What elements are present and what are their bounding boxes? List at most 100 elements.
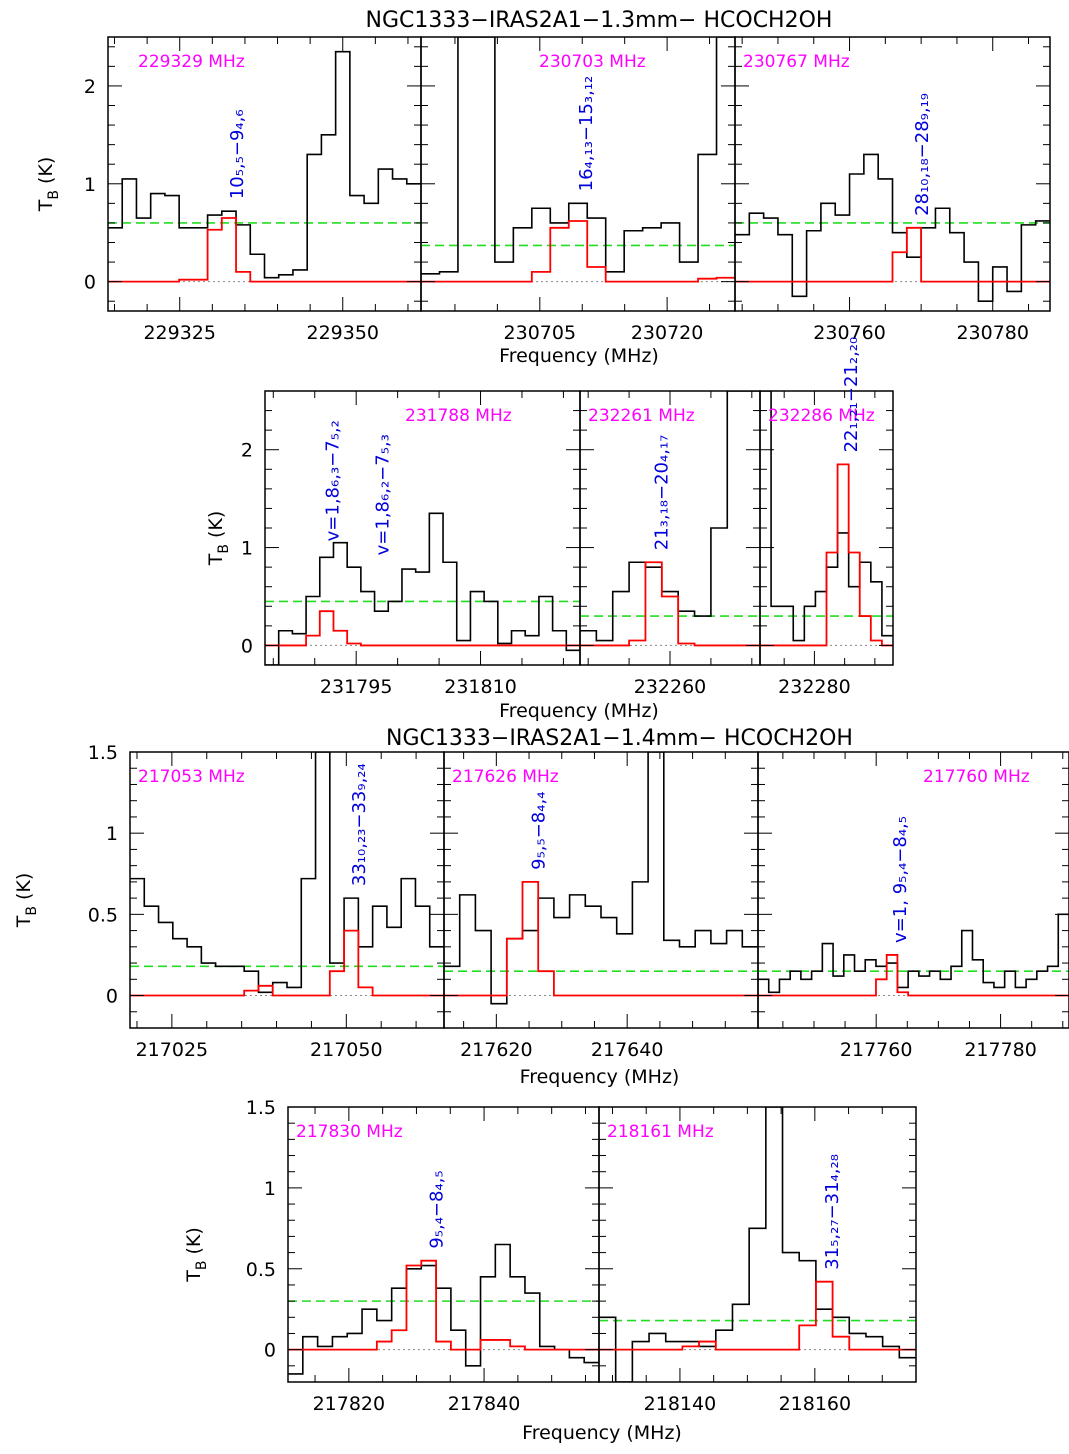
model-spectrum xyxy=(130,929,444,997)
observed-spectrum xyxy=(444,752,758,1005)
panel-4-1: 217820 217840 217830 MHz 9₅,₄−8₄,₅ xyxy=(287,1106,600,1415)
x-tick-label: 217840 xyxy=(448,1393,521,1415)
chart-title: NGC1333−IRAS2A1−1.3mm− HCOCH2OH xyxy=(366,8,833,33)
panel-plot-area xyxy=(130,752,444,997)
observed-spectrum xyxy=(265,512,580,665)
observed-spectrum xyxy=(421,37,735,275)
transition-label: v=1, 9₅,₄−8₄,₅ xyxy=(890,816,911,943)
y-tick-label: 2 xyxy=(241,440,253,462)
observed-spectrum xyxy=(108,50,421,279)
frequency-label: 231788 MHz xyxy=(405,406,512,426)
x-tick-label: 217760 xyxy=(840,1039,913,1061)
x-tick-label: 230705 xyxy=(504,322,577,344)
y-axis-label: TB (K) xyxy=(183,1227,210,1283)
y-tick-label: 1.5 xyxy=(246,1097,276,1119)
model-spectrum xyxy=(288,1259,599,1351)
panel-frame xyxy=(757,751,1069,1029)
panel-frame xyxy=(734,36,1051,312)
panel-plot-area xyxy=(735,153,1050,303)
x-tick-label: 218140 xyxy=(644,1393,717,1415)
panel-frame xyxy=(264,390,581,666)
frequency-label: 229329 MHz xyxy=(138,52,245,72)
x-tick-label: 230720 xyxy=(631,322,704,344)
frequency-label: 218161 MHz xyxy=(607,1122,714,1142)
x-tick-label: 217050 xyxy=(310,1039,383,1061)
transition-label: 10₅,₅−9₄,₆ xyxy=(227,109,248,199)
panel-plot-area xyxy=(599,1107,916,1382)
frequency-label: 230767 MHz xyxy=(743,52,850,72)
frequency-label: 217053 MHz xyxy=(138,767,245,787)
x-tick-label: 230780 xyxy=(956,322,1029,344)
frequency-label: 217830 MHz xyxy=(296,1122,403,1142)
x-tick-label: 218160 xyxy=(779,1393,852,1415)
y-axis-label: TB (K) xyxy=(205,511,232,567)
model-spectrum xyxy=(758,954,1069,997)
model-spectrum xyxy=(599,1280,916,1351)
x-axis-label: Frequency (MHz) xyxy=(522,1422,682,1444)
panel-1-2: 230705 230720 230703 MHz 16₄,₁₃−15₃,₁₂ xyxy=(420,36,736,344)
transition-label: 9₅,₅−8₄,₄ xyxy=(528,792,549,870)
x-tick-label: 231795 xyxy=(320,676,393,698)
frequency-label: 217626 MHz xyxy=(452,767,559,787)
y-tick-label: 1 xyxy=(84,174,96,196)
x-tick-label: 231810 xyxy=(444,676,517,698)
chart-title: NGC1333−IRAS2A1−1.4mm− HCOCH2OH xyxy=(386,726,853,751)
model-spectrum xyxy=(580,561,760,647)
panel-2-2: 232260 232261 MHz 21₃,₁₈−20₄,₁₇ xyxy=(579,390,761,698)
x-tick-label: 217780 xyxy=(964,1039,1037,1061)
transition-label: 9₅,₄−8₄,₅ xyxy=(427,1170,448,1248)
chart-row-3: NGC1333−IRAS2A1−1.4mm− HCOCH2OH Frequency… xyxy=(13,726,1069,1088)
panel-plot-area xyxy=(758,913,1069,997)
x-axis-label: Frequency (MHz) xyxy=(499,700,659,722)
x-tick-label: 217025 xyxy=(136,1039,209,1061)
panel-4-2: 218140 218160 218161 MHz 31₅,₂₇−31₄,₂₈ xyxy=(598,1106,917,1415)
x-tick-label: 229325 xyxy=(143,322,216,344)
transition-label: 21₃,₁₈−20₄,₁₇ xyxy=(652,435,673,551)
model-spectrum xyxy=(108,217,421,283)
y-tick-label: 1 xyxy=(241,538,253,560)
x-axis-label: Frequency (MHz) xyxy=(520,1066,680,1088)
transition-label: v=1,8₆,₂−7₅,₃ xyxy=(373,434,394,555)
panel-2-1: 231795 231810 231788 MHz v=1,8₆,₃−7₅,₂ v=1,8… xyxy=(264,390,581,698)
y-tick-label: 0.5 xyxy=(246,1259,276,1281)
frequency-label: 217760 MHz xyxy=(923,767,1030,787)
observed-spectrum xyxy=(599,1107,916,1382)
frequency-label: 232286 MHz xyxy=(768,406,875,426)
panel-3-3: 217760 217780 217760 MHz v=1, 9₅,₄−8₄,₅ xyxy=(757,751,1069,1061)
panel-3-2: 217620 217640 217626 MHz 9₅,₅−8₄,₄ xyxy=(443,751,759,1061)
panel-plot-area xyxy=(444,752,758,1005)
panel-plot-area xyxy=(265,512,580,665)
y-tick-label: 0 xyxy=(264,1340,276,1362)
x-tick-label: 229350 xyxy=(306,322,379,344)
frequency-label: 230703 MHz xyxy=(539,52,646,72)
x-tick-label: 230760 xyxy=(813,322,886,344)
y-tick-label: 0 xyxy=(84,272,96,294)
y-tick-label: 1 xyxy=(106,823,118,845)
model-spectrum xyxy=(444,880,758,997)
y-tick-label: 1 xyxy=(264,1178,276,1200)
transition-label: 16₄,₁₃−15₃,₁₂ xyxy=(576,76,597,192)
panel-plot-area xyxy=(108,50,421,283)
transition-label: 28₁₀,₁₈−28₉,₁₉ xyxy=(912,93,933,216)
panel-plot-area xyxy=(580,391,760,647)
x-tick-label: 232280 xyxy=(778,676,851,698)
panel-1-3: 230760 230780 230767 MHz 28₁₀,₁₈−28₉,₁₉ xyxy=(734,36,1051,344)
x-tick-label: 217640 xyxy=(591,1039,664,1061)
y-tick-label: 1.5 xyxy=(88,742,118,764)
y-tick-label: 0 xyxy=(241,635,253,657)
y-tick-label: 0.5 xyxy=(88,904,118,926)
transition-label: 22₁,₂₁−21₂,₂₀ xyxy=(841,337,862,453)
panel-3-1: 217025 217050 217053 MHz 33₁₀,₂₃−33₉,₂₄ xyxy=(129,751,445,1061)
panel-plot-area xyxy=(421,37,735,283)
observed-spectrum xyxy=(735,153,1050,303)
chart-row-1: NGC1333−IRAS2A1−1.3mm− HCOCH2OH Frequency… xyxy=(35,8,1051,367)
transition-label: 31₅,₂₇−31₄,₂₈ xyxy=(822,1154,843,1270)
y-tick-label: 2 xyxy=(84,76,96,98)
chart-row-2: Frequency (MHz) TB (K) 0 1 2 231795 231810 2317… xyxy=(205,337,894,722)
y-axis-label: TB (K) xyxy=(13,873,40,929)
panel-plot-area xyxy=(288,1243,599,1375)
model-spectrum xyxy=(265,610,580,647)
model-spectrum xyxy=(735,226,1050,283)
